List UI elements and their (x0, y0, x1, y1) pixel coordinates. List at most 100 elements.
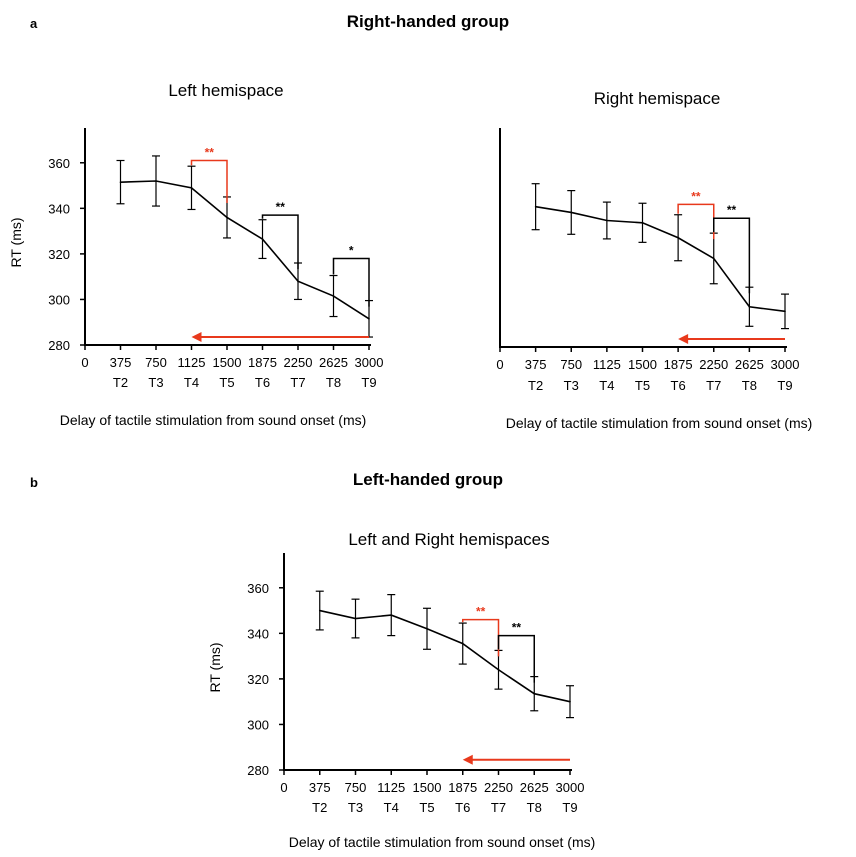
x-tick-label: 750 (145, 355, 167, 370)
x-tick-label: 2625 (319, 355, 348, 370)
series-line (319, 609, 571, 703)
y-tick-label: 280 (247, 763, 269, 778)
x-tick-label: 2625 (735, 357, 764, 372)
panel-b-letter: b (30, 475, 38, 490)
time-point-label: T9 (777, 378, 792, 393)
x-tick-label: 1875 (664, 357, 693, 372)
y-tick-label: 300 (247, 717, 269, 732)
significance-bracket (462, 618, 500, 657)
y-tick-label: 320 (48, 247, 70, 262)
time-point-label: T8 (326, 375, 341, 390)
significance-label: * (349, 243, 354, 257)
chart-title: Left hemispace (168, 81, 283, 100)
x-tick-label: 3000 (556, 780, 585, 795)
x-tick-label: 1500 (413, 780, 442, 795)
time-point-label: T8 (742, 378, 757, 393)
data-point (569, 700, 571, 703)
time-point-label: T6 (671, 378, 686, 393)
y-tick-label: 300 (48, 292, 70, 307)
x-tick-label: 1125 (593, 357, 621, 372)
time-point-label: T6 (255, 375, 270, 390)
data-point (534, 205, 537, 208)
data-point (119, 181, 122, 183)
series-line (120, 180, 370, 320)
significance-label: ** (476, 605, 486, 619)
time-point-label: T7 (706, 378, 721, 393)
time-point-label: T9 (361, 375, 376, 390)
significance-bracket (332, 257, 370, 307)
time-point-label: T5 (635, 378, 650, 393)
x-tick-label: 375 (110, 355, 132, 370)
significance-bracket (261, 214, 299, 269)
data-point (570, 211, 573, 214)
data-point (461, 642, 464, 645)
time-point-label: T2 (113, 375, 128, 390)
group-a-title: Right-handed group (346, 12, 510, 31)
time-point-label: T7 (290, 375, 305, 390)
x-tick-label: 3000 (771, 357, 800, 372)
data-point (533, 692, 536, 695)
y-axis-label: RT (ms) (207, 642, 223, 692)
x-tick-label: 1500 (628, 357, 657, 372)
chart-right-hemispace: Right hemispace 0 375 750 1125 1500 1875 2250 26… (496, 89, 813, 431)
x-tick-label: 0 (496, 357, 503, 372)
time-point-label: T5 (419, 800, 434, 815)
x-tick-label: 1875 (248, 355, 277, 370)
time-point-label: T3 (348, 800, 363, 815)
significance-bracket (497, 634, 535, 683)
y-tick-label: 320 (247, 672, 269, 687)
red-arrow-head (191, 332, 202, 343)
chart-left-hemispace: Left hemispace 280 300 320 340 360 RT (ms) 0 375… (8, 81, 384, 428)
series-line (535, 205, 786, 313)
time-point-label: T2 (312, 800, 327, 815)
y-axis-label: RT (ms) (8, 217, 24, 267)
data-point (354, 617, 357, 620)
data-point (677, 236, 679, 239)
y-tick-label: 280 (48, 338, 70, 353)
significance-label: ** (512, 621, 522, 635)
x-tick-label: 2250 (484, 780, 513, 795)
significance-label: ** (727, 203, 737, 217)
panel-a-letter: a (30, 16, 38, 31)
x-axis-label: Delay of tactile stimulation from sound … (60, 412, 367, 428)
significance-label: ** (691, 189, 701, 203)
data-point (368, 318, 370, 320)
data-point (390, 614, 393, 616)
time-point-label: T4 (599, 378, 614, 393)
chart-title: Right hemispace (594, 89, 721, 108)
data-point (712, 257, 715, 260)
data-point (332, 295, 335, 297)
time-point-label: T4 (184, 375, 199, 390)
data-point (606, 219, 608, 222)
x-tick-label: 0 (280, 780, 287, 795)
x-tick-label: 750 (345, 780, 367, 795)
x-tick-label: 3000 (355, 355, 384, 370)
x-axis-label: Delay of tactile stimulation from sound … (289, 834, 596, 850)
red-arrow-head (462, 754, 473, 765)
y-tick-label: 340 (247, 626, 269, 641)
data-point (641, 222, 644, 224)
data-point (297, 280, 299, 283)
time-point-label: T3 (148, 375, 163, 390)
data-point (748, 305, 751, 308)
x-tick-label: 1125 (377, 780, 405, 795)
significance-label: ** (276, 200, 286, 214)
data-point (261, 238, 264, 240)
chart-left-and-right-hemispaces: Left and Right hemispaces 280 300 320 340 360… (207, 530, 596, 850)
y-tick-label: 360 (48, 156, 70, 171)
y-tick-label: 360 (247, 581, 269, 596)
x-tick-label: 375 (309, 780, 331, 795)
chart-title: Left and Right hemispaces (348, 530, 549, 549)
x-axis-label: Delay of tactile stimulation from sound … (506, 415, 813, 431)
x-tick-label: 375 (525, 357, 547, 372)
y-tick-label: 340 (48, 201, 70, 216)
time-point-label: T2 (528, 378, 543, 393)
x-tick-label: 2250 (699, 357, 728, 372)
time-point-label: T3 (564, 378, 579, 393)
significance-bracket (677, 203, 715, 240)
group-b-title: Left-handed group (352, 470, 504, 489)
x-tick-label: 0 (81, 355, 88, 370)
significance-bracket (713, 217, 751, 294)
significance-bracket (190, 159, 228, 203)
x-tick-label: 750 (560, 357, 582, 372)
